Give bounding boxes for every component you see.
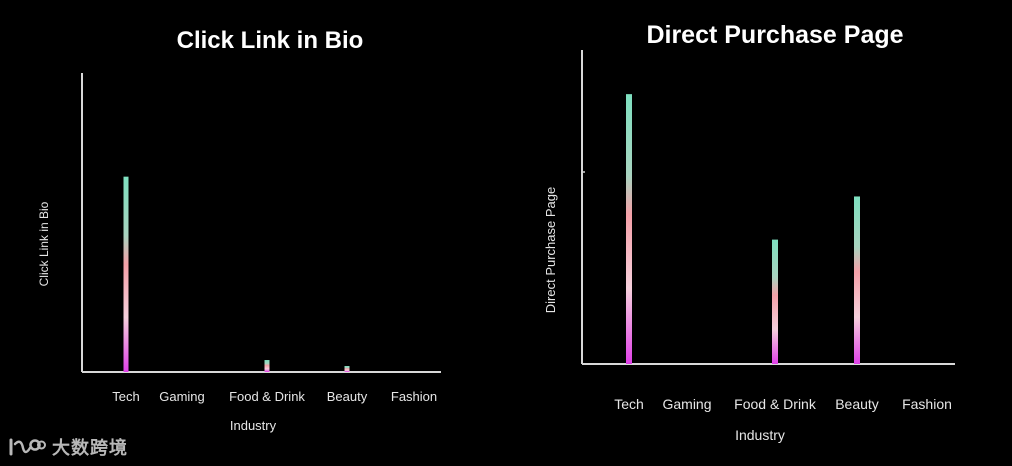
watermark-text: 大数跨境 bbox=[52, 438, 128, 459]
watermark-logo-icon bbox=[8, 436, 46, 458]
bar-tech bbox=[626, 94, 632, 365]
x-tick-label-fashion: Fashion bbox=[391, 389, 437, 404]
bar-beauty bbox=[854, 196, 860, 364]
bar-food-drink bbox=[772, 239, 778, 364]
x-tick-label-gaming: Gaming bbox=[159, 389, 205, 404]
x-tick-label-fashion: Fashion bbox=[902, 396, 952, 412]
x-tick-label-food-drink: Food & Drink bbox=[734, 396, 817, 412]
x-tick-label-beauty: Beauty bbox=[835, 396, 879, 412]
bar-beauty bbox=[344, 366, 350, 372]
chart-title: Click Link in Bio bbox=[177, 27, 364, 54]
x-axis-label: Industry bbox=[735, 427, 785, 443]
bar-food-drink bbox=[264, 360, 270, 372]
x-tick-label-tech: Tech bbox=[112, 389, 139, 404]
x-tick-label-gaming: Gaming bbox=[662, 396, 711, 412]
chart-title: Direct Purchase Page bbox=[646, 21, 903, 49]
x-tick-label-food-drink: Food & Drink bbox=[229, 389, 305, 404]
x-tick-label-beauty: Beauty bbox=[327, 389, 368, 404]
chart-click-link-in-bio: Click Link in Bio Tech Gaming Food & Drink B… bbox=[37, 27, 441, 433]
x-tick-label-tech: Tech bbox=[614, 396, 644, 412]
y-axis-label: Click Link in Bio bbox=[37, 201, 51, 286]
watermark: 大数跨境 bbox=[8, 432, 128, 462]
x-axis-label: Industry bbox=[230, 418, 277, 433]
chart-direct-purchase-page: Direct Purchase Page Tech Gaming Food & Dri… bbox=[543, 21, 955, 443]
y-axis-label: Direct Purchase Page bbox=[543, 187, 558, 313]
bar-tech bbox=[123, 176, 129, 372]
